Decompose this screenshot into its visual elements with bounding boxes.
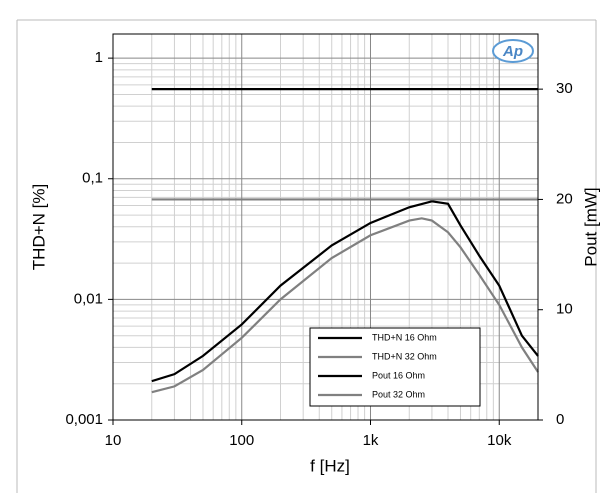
- y2-tick-label: 30: [556, 80, 573, 97]
- x-tick-label: 10k: [487, 432, 512, 449]
- x-axis-label: f [Hz]: [310, 456, 350, 475]
- plot: [151, 88, 539, 394]
- y2-tick-label: 20: [556, 190, 573, 207]
- x-tick-label: 100: [229, 432, 254, 449]
- legend-label: THD+N 16 Ohm: [372, 332, 437, 342]
- y-tick-label: 0,1: [82, 170, 103, 187]
- legend-box: [309, 327, 481, 407]
- series-line: [151, 217, 539, 394]
- logo: Ap: [502, 43, 523, 60]
- series-line: [151, 200, 539, 383]
- y-axis-label: THD+N [%]: [29, 184, 48, 270]
- x-tick-label: 10: [105, 432, 122, 449]
- plot-frame: [112, 33, 539, 421]
- x-tick-label: 1k: [363, 432, 379, 449]
- legend: THD+N 16 Ohm THD+N 32 Ohm Pout 16 Ohm Pout …: [309, 327, 481, 407]
- y-tick-label: 1: [95, 49, 103, 66]
- y-tick-label: 0,01: [74, 290, 103, 307]
- y2-tick-label: 0: [556, 411, 564, 428]
- y2-tick-label: 10: [556, 301, 573, 318]
- y-tick-label: 0,001: [65, 411, 103, 428]
- legend-label: Pout 16 Ohm: [372, 370, 425, 380]
- legend-label: Pout 32 Ohm: [372, 389, 425, 399]
- legend-label: THD+N 32 Ohm: [372, 351, 437, 361]
- y2-axis-label: Pout [mW]: [581, 187, 600, 266]
- logo-ring: [492, 39, 534, 63]
